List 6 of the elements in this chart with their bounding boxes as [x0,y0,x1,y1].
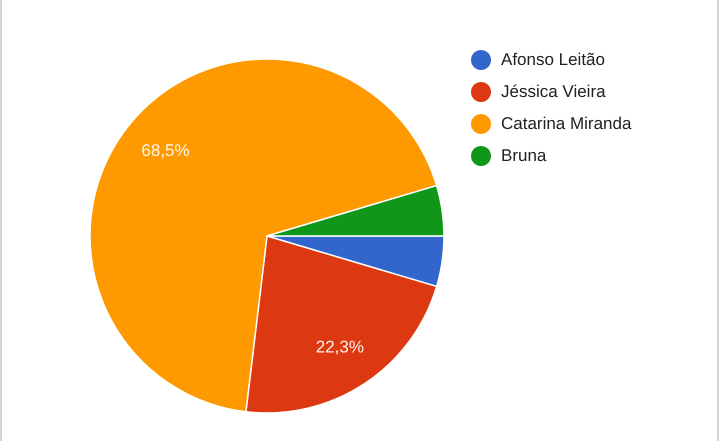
data-label: 22,3% [316,337,364,356]
data-label: 68,5% [141,140,190,160]
legend-label: Bruna [501,146,546,166]
legend-label: Catarina Miranda [501,114,632,134]
legend-label: Jéssica Vieira [501,82,606,102]
legend-label: Afonso Leitão [501,50,605,70]
